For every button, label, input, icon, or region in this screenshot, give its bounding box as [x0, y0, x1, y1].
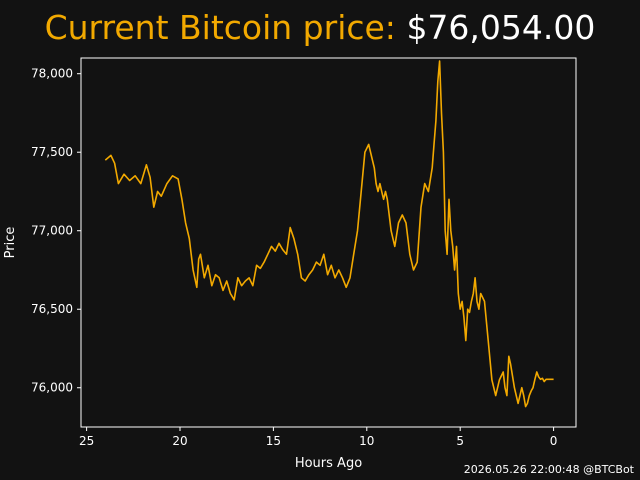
timestamp-credit: 2026.05.26 22:00:48 @BTCBot: [463, 463, 634, 476]
y-tick-label: 77,000: [31, 224, 73, 238]
x-tick-label: 0: [550, 434, 558, 448]
x-tick-label: 10: [359, 434, 374, 448]
price-label: Current Bitcoin price:: [44, 8, 396, 47]
y-tick-label: 77,500: [31, 145, 73, 159]
page-title: Current Bitcoin price: $76,054.00: [0, 8, 640, 47]
current-price-value: $76,054.00: [406, 8, 596, 47]
plot-frame: [80, 57, 577, 428]
y-tick-label: 78,000: [31, 67, 73, 81]
y-tick-label: 76,000: [31, 381, 73, 395]
x-axis-label: Hours Ago: [295, 456, 362, 471]
x-tick-label: 15: [266, 434, 281, 448]
x-tick-label: 20: [172, 434, 187, 448]
y-axis-label: Price: [3, 227, 18, 259]
x-tick-label: 25: [79, 434, 94, 448]
y-tick-label: 76,500: [31, 302, 73, 316]
x-tick-label: 5: [456, 434, 464, 448]
price-series-line: [104, 60, 554, 408]
